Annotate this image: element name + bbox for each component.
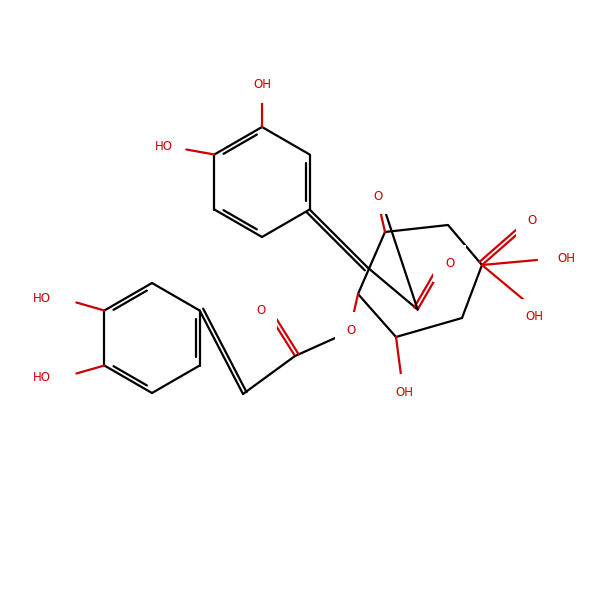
Text: O: O xyxy=(256,304,266,317)
Text: O: O xyxy=(527,214,536,226)
Text: HO: HO xyxy=(34,371,52,384)
Text: O: O xyxy=(445,257,454,270)
Text: OH: OH xyxy=(525,311,543,323)
Text: OH: OH xyxy=(395,385,413,398)
Text: HO: HO xyxy=(34,292,52,305)
Text: OH: OH xyxy=(557,253,575,265)
Text: O: O xyxy=(373,190,383,202)
Text: HO: HO xyxy=(155,140,173,153)
Text: OH: OH xyxy=(253,79,271,91)
Text: O: O xyxy=(346,323,356,337)
